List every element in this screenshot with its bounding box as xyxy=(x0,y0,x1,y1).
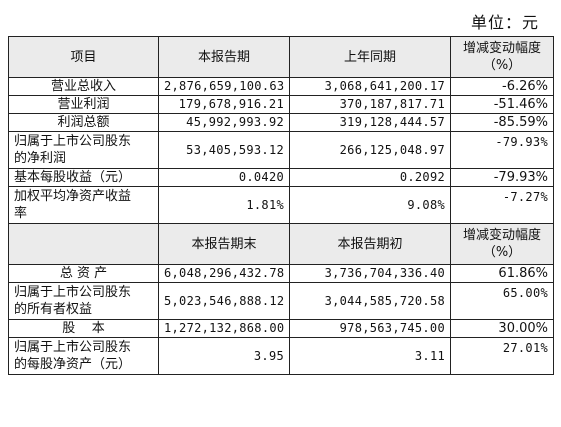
header-change-line2: （%） xyxy=(482,245,522,260)
value-prior: 3.11 xyxy=(289,337,451,375)
table-row: 归属于上市公司股东 的所有者权益 5,023,546,888.12 3,044,… xyxy=(8,282,554,320)
header-item: 项目 xyxy=(8,36,159,78)
value-prior: 3,068,641,200.17 xyxy=(289,77,451,96)
row-label: 归属于上市公司股东 的净利润 xyxy=(8,131,159,169)
table-header-row: 本报告期末 本报告期初 增减变动幅度 （%） xyxy=(8,223,554,265)
value-prior: 3,044,585,720.58 xyxy=(289,282,451,320)
value-prior: 3,736,704,336.40 xyxy=(289,264,451,283)
row-label: 营业利润 xyxy=(8,95,159,114)
row-label: 股 本 xyxy=(8,319,159,338)
value-prior: 978,563,745.00 xyxy=(289,319,451,338)
header-change-line1: 增减变动幅度 xyxy=(462,41,541,56)
value-prior: 9.08% xyxy=(289,186,451,224)
header-change: 增减变动幅度 （%） xyxy=(450,223,554,265)
header-blank-cell xyxy=(8,223,159,265)
value-current: 3.95 xyxy=(158,337,290,375)
value-change: -51.46% xyxy=(450,95,554,114)
table-header-row: 项目 本报告期 上年同期 增减变动幅度 （%） xyxy=(8,36,554,78)
value-prior: 370,187,817.71 xyxy=(289,95,451,114)
table-row: 营业总收入 2,876,659,100.63 3,068,641,200.17 … xyxy=(8,77,554,96)
table-row: 股 本 1,272,132,868.00 978,563,745.00 30.0… xyxy=(8,319,554,338)
row-label: 营业总收入 xyxy=(8,77,159,96)
financial-summary-table: 项目 本报告期 上年同期 增减变动幅度 （%） 营业总收入 2,876,659,… xyxy=(8,36,554,375)
value-current: 6,048,296,432.78 xyxy=(158,264,290,283)
value-change: -7.27% xyxy=(450,186,554,224)
row-label-line2: 的净利润 xyxy=(14,151,67,166)
value-change: 61.86% xyxy=(450,264,554,283)
table-row: 归属于上市公司股东 的净利润 53,405,593.12 266,125,048… xyxy=(8,131,554,169)
value-change: -79.93% xyxy=(450,168,554,187)
table-row: 利润总额 45,992,993.92 319,128,444.57 -85.59… xyxy=(8,113,554,132)
row-label: 总 资 产 xyxy=(8,264,159,283)
row-label: 归属于上市公司股东 的所有者权益 xyxy=(8,282,159,320)
row-label: 基本每股收益（元） xyxy=(8,168,159,187)
value-current: 5,023,546,888.12 xyxy=(158,282,290,320)
header-change-line1: 增减变动幅度 xyxy=(462,228,541,243)
header-current-period: 本报告期 xyxy=(158,36,290,78)
table-row: 归属于上市公司股东 的每股净资产（元） 3.95 3.11 27.01% xyxy=(8,337,554,375)
row-label-line2: 的每股净资产（元） xyxy=(14,357,132,372)
value-prior: 0.2092 xyxy=(289,168,451,187)
value-change: -85.59% xyxy=(450,113,554,132)
table-row: 总 资 产 6,048,296,432.78 3,736,704,336.40 … xyxy=(8,264,554,283)
row-label: 利润总额 xyxy=(8,113,159,132)
row-label: 加权平均净资产收益 率 xyxy=(8,186,159,224)
value-current: 2,876,659,100.63 xyxy=(158,77,290,96)
value-change: 27.01% xyxy=(450,337,554,375)
header-change: 增减变动幅度 （%） xyxy=(450,36,554,78)
table-row: 营业利润 179,678,916.21 370,187,817.71 -51.4… xyxy=(8,95,554,114)
value-change: -6.26% xyxy=(450,77,554,96)
header-period-start: 本报告期初 xyxy=(289,223,451,265)
row-label-line1: 归属于上市公司股东 xyxy=(14,285,132,300)
value-current: 0.0420 xyxy=(158,168,290,187)
value-prior: 266,125,048.97 xyxy=(289,131,451,169)
row-label-line2: 的所有者权益 xyxy=(14,302,93,317)
unit-label: 单位：元 xyxy=(470,13,539,32)
value-change: 30.00% xyxy=(450,319,554,338)
row-label-line1: 归属于上市公司股东 xyxy=(14,134,132,149)
table-row: 基本每股收益（元） 0.0420 0.2092 -79.93% xyxy=(8,168,554,187)
header-period-end: 本报告期末 xyxy=(158,223,290,265)
row-label-line1: 归属于上市公司股东 xyxy=(14,340,132,355)
value-current: 1.81% xyxy=(158,186,290,224)
header-change-line2: （%） xyxy=(482,58,522,73)
value-current: 53,405,593.12 xyxy=(158,131,290,169)
value-change: -79.93% xyxy=(450,131,554,169)
row-label: 归属于上市公司股东 的每股净资产（元） xyxy=(8,337,159,375)
table-row: 加权平均净资产收益 率 1.81% 9.08% -7.27% xyxy=(8,186,554,224)
value-current: 1,272,132,868.00 xyxy=(158,319,290,338)
value-prior: 319,128,444.57 xyxy=(289,113,451,132)
header-prior-period: 上年同期 xyxy=(289,36,451,78)
value-current: 45,992,993.92 xyxy=(158,113,290,132)
row-label-line1: 加权平均净资产收益 xyxy=(14,189,132,204)
value-current: 179,678,916.21 xyxy=(158,95,290,114)
value-change: 65.00% xyxy=(450,282,554,320)
row-label-line2: 率 xyxy=(14,206,28,221)
